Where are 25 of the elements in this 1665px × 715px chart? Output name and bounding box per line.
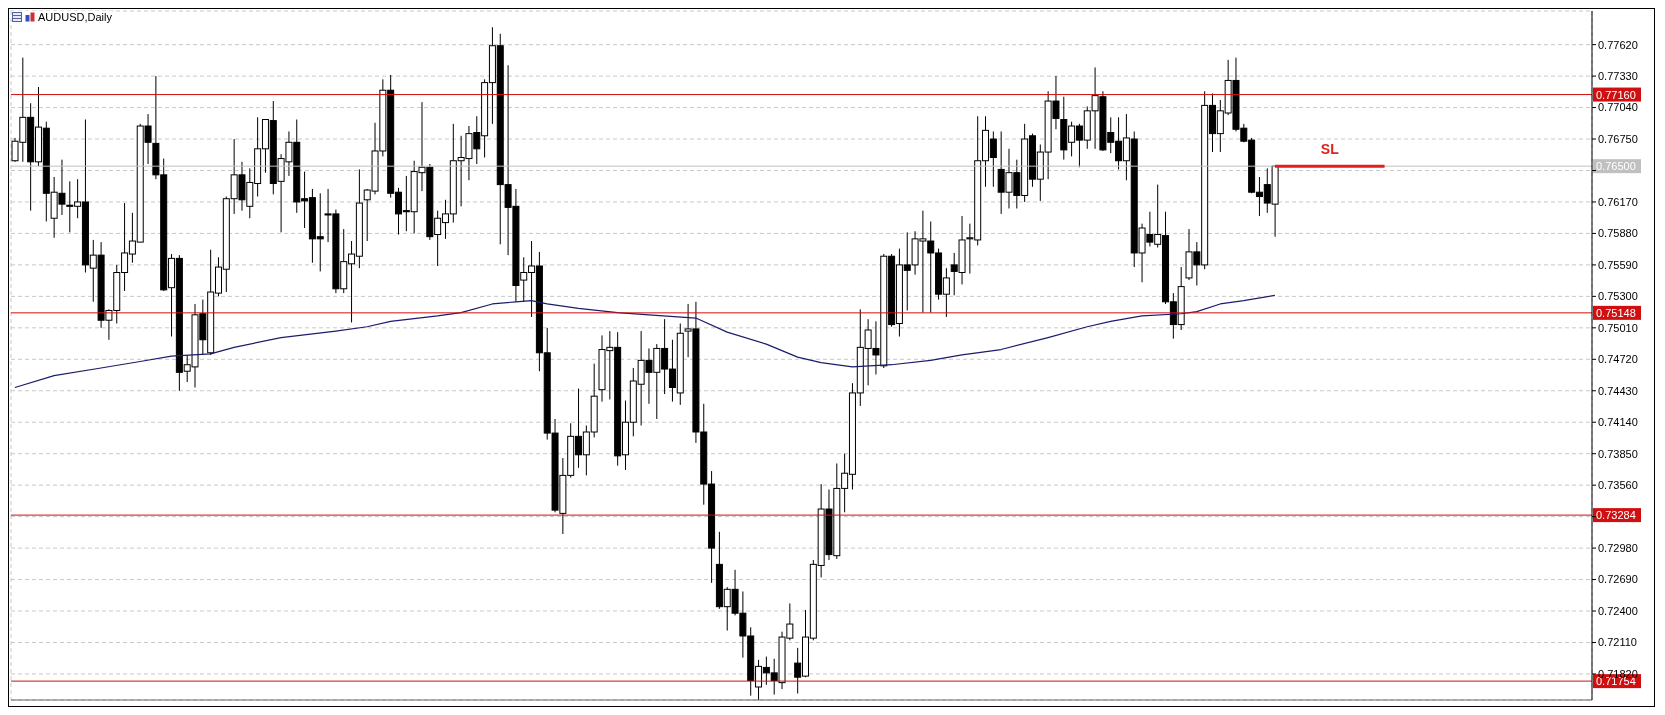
- y-tick-label: 0.74140: [1598, 416, 1638, 429]
- ref-line-label: 0.73284: [1596, 509, 1636, 522]
- chart-title: AUDUSD,Daily: [38, 11, 112, 23]
- ref-line-label: SL: [1320, 141, 1340, 158]
- y-tick-label: 0.77040: [1598, 101, 1638, 114]
- ref-line-label: 0.75148: [1596, 306, 1636, 319]
- y-tick-label: 0.74720: [1598, 353, 1638, 366]
- y-tick-label: 0.75300: [1598, 290, 1638, 303]
- y-tick-label: 0.77620: [1598, 38, 1638, 51]
- y-tick-label: 0.72400: [1598, 604, 1638, 617]
- y-tick-label: 0.77330: [1598, 70, 1638, 83]
- ref-line-label: 0.77160: [1596, 88, 1636, 101]
- y-tick-label: 0.76170: [1598, 195, 1638, 208]
- y-tick-label: 0.73850: [1598, 447, 1638, 460]
- y-tick-label: 0.75010: [1598, 321, 1638, 334]
- line-series: [14, 294, 1276, 389]
- y-tick-label: 0.75880: [1598, 227, 1638, 240]
- y-tick-label: 0.72110: [1598, 636, 1637, 649]
- y-tick-label: 0.74430: [1598, 384, 1638, 397]
- y-tick-label: 0.75590: [1598, 258, 1638, 271]
- y-tick-label: 0.73560: [1598, 479, 1638, 492]
- y-tick-label: 0.76750: [1598, 132, 1638, 145]
- y-tick-label: 0.72980: [1598, 542, 1638, 554]
- y-tick-label: 0.72690: [1598, 573, 1638, 586]
- ref-line-label: 0.76500: [1596, 160, 1636, 173]
